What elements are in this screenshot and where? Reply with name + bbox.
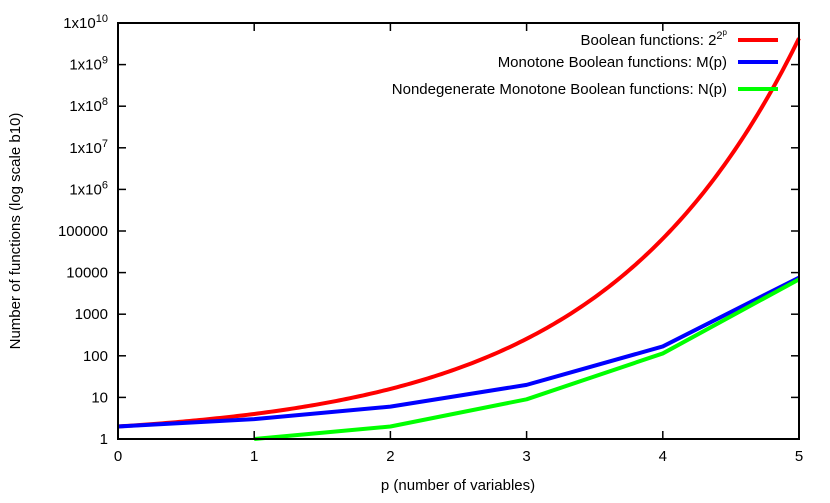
x-tick-label: 0 xyxy=(114,448,122,465)
x-tick-label: 1 xyxy=(250,448,258,465)
y-axis-label: Number of functions (log scale b10) xyxy=(7,113,24,350)
series-line-1 xyxy=(118,278,799,427)
y-tick-label: 1x109 xyxy=(69,55,108,74)
y-tick-label: 1x107 xyxy=(69,138,108,157)
x-tick-label: 5 xyxy=(795,448,803,465)
series-line-2 xyxy=(254,279,799,439)
series-layer xyxy=(118,38,799,439)
y-tick-label: 1x106 xyxy=(69,179,108,198)
y-tick-label: 10 xyxy=(91,389,108,406)
y-tick-label: 100000 xyxy=(58,223,108,240)
y-tick-label: 1x108 xyxy=(69,96,108,115)
x-tick-label: 2 xyxy=(386,448,394,465)
x-tick-label: 4 xyxy=(659,448,667,465)
legend: Boolean functions: 22p Monotone Boolean f… xyxy=(392,28,778,98)
legend-label: Boolean functions: 22p xyxy=(580,28,727,49)
y-tick-label: 1000 xyxy=(75,306,108,323)
x-tick-label: 3 xyxy=(522,448,530,465)
x-axis-label: p (number of variables) xyxy=(381,477,535,494)
y-tick-label: 1 xyxy=(100,431,108,448)
legend-label: Nondegenerate Monotone Boolean functions… xyxy=(392,81,727,98)
legend-label: Monotone Boolean functions: M(p) xyxy=(498,54,727,71)
y-tick-label: 1x1010 xyxy=(63,13,108,32)
y-tick-label: 10000 xyxy=(66,265,108,282)
y-tick-label: 100 xyxy=(83,348,108,365)
